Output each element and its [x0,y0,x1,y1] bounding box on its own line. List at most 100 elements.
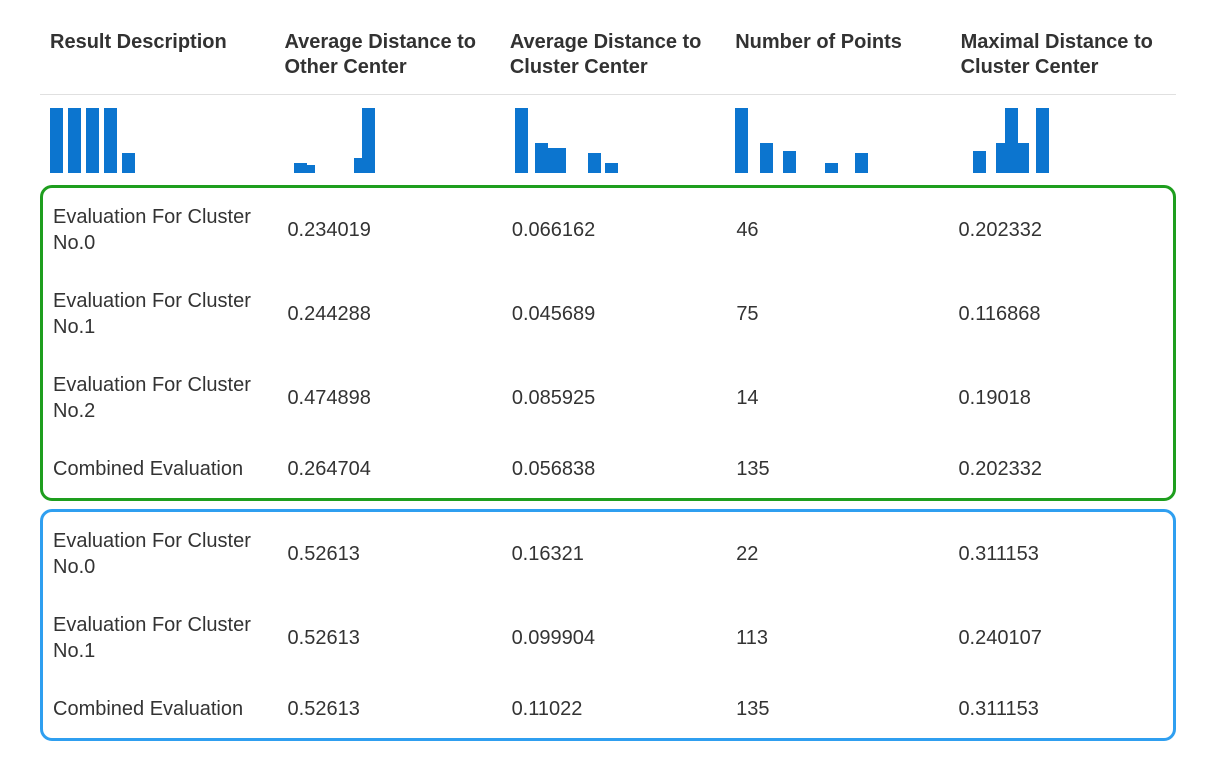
cell-desc: Evaluation For Cluster No.1 [43,596,278,680]
cell-text: Evaluation For Cluster No.0 [53,530,251,578]
cell-avgCluster: 0.16321 [502,512,727,596]
cell-text: 75 [736,303,758,325]
col-header-points[interactable]: Number of Points [725,20,950,95]
cell-text: Evaluation For Cluster No.2 [53,374,251,422]
cell-text: 0.16321 [512,543,584,565]
cell-points: 22 [726,512,948,596]
cell-text: 0.311153 [958,698,1038,720]
cell-text: 0.311153 [958,543,1038,565]
cell-avgOther: 0.474898 [277,356,501,440]
cell-avgCluster: 0.099904 [502,596,727,680]
cell-desc: Evaluation For Cluster No.2 [43,356,277,440]
cell-desc: Evaluation For Cluster No.0 [43,512,278,596]
cell-text: 0.52613 [288,627,360,649]
cell-text: 0.244288 [287,303,370,325]
table-row[interactable]: Evaluation For Cluster No.1 0.244288 0.045… [43,272,1173,356]
cell-text: 135 [736,698,769,720]
sparkline-points [735,103,895,173]
sparkline-bar [760,143,773,173]
group-row: Evaluation For Cluster No.0 0.234019 0.066… [40,177,1176,501]
cell-maxDist: 0.202332 [949,440,1173,498]
cell-maxDist: 0.116868 [949,272,1173,356]
cell-text: 0.52613 [288,543,360,565]
cell-text: Combined Evaluation [53,698,243,720]
cell-text: 0.099904 [512,627,595,649]
cell-points: 46 [726,188,948,272]
table-row[interactable]: Evaluation For Cluster No.0 0.52613 0.1632… [43,512,1173,596]
cell-avgOther: 0.52613 [278,680,502,738]
sparkline-avg-other [284,103,444,173]
cell-avgOther: 0.52613 [278,512,502,596]
sparkline-avg-cluster [510,103,670,173]
col-header-max-dist[interactable]: Maximal Distance to Cluster Center [951,20,1176,95]
cell-text: 0.202332 [959,219,1042,241]
sparkline-bar [825,163,838,173]
sparkline-bar [1016,143,1029,173]
sparkline-bar [855,153,868,173]
sparkline-bar [362,108,375,173]
sparkline-bar [515,108,528,173]
table-row[interactable]: Combined Evaluation 0.52613 0.11022 135 0.31… [43,680,1173,738]
col-header-avg-other[interactable]: Average Distance to Other Center [274,20,499,95]
sparkline-bar [973,151,986,173]
table-row[interactable]: Evaluation For Cluster No.2 0.474898 0.085… [43,356,1173,440]
cell-text: 113 [736,627,768,649]
group-box-blue: Evaluation For Cluster No.0 0.52613 0.1632… [40,509,1176,741]
cell-text: 0.085925 [512,387,595,409]
table-row[interactable]: Evaluation For Cluster No.0 0.234019 0.066… [43,188,1173,272]
sparkline-bar [1036,108,1049,173]
cell-desc: Combined Evaluation [43,440,277,498]
group-box-green: Evaluation For Cluster No.0 0.234019 0.066… [40,185,1176,501]
cell-maxDist: 0.240107 [948,596,1173,680]
cell-text: 0.474898 [287,387,370,409]
sparkline-max-dist [961,103,1121,173]
table-row[interactable]: Combined Evaluation 0.264704 0.056838 135 0.… [43,440,1173,498]
table-row[interactable]: Evaluation For Cluster No.1 0.52613 0.0999… [43,596,1173,680]
cell-text: Evaluation For Cluster No.1 [53,290,251,338]
cell-avgCluster: 0.045689 [502,272,726,356]
cell-text: 0.066162 [512,219,595,241]
cell-text: 0.202332 [959,458,1042,480]
sparkline-desc [50,103,210,173]
cell-text: 0.234019 [287,219,370,241]
cell-text: 0.056838 [512,458,595,480]
cell-maxDist: 0.311153 [948,512,1173,596]
results-table: Result Description Average Distance to O… [40,20,1176,741]
sparkline-bar [50,108,63,173]
cell-maxDist: 0.19018 [949,356,1173,440]
cell-text: 46 [736,219,758,241]
sparkline-bar [302,165,315,173]
cell-maxDist: 0.202332 [949,188,1173,272]
cell-avgCluster: 0.056838 [502,440,726,498]
sparkline-bar [553,148,566,173]
cell-points: 113 [726,596,948,680]
cell-text: 0.240107 [958,627,1041,649]
cell-avgOther: 0.52613 [278,596,502,680]
cell-avgCluster: 0.085925 [502,356,726,440]
cell-text: 0.19018 [959,387,1031,409]
col-header-avg-cluster[interactable]: Average Distance to Cluster Center [500,20,725,95]
cell-points: 135 [726,680,948,738]
cell-text: 0.264704 [287,458,370,480]
sparkline-bar [735,108,748,173]
cell-avgOther: 0.234019 [277,188,501,272]
cell-text: Evaluation For Cluster No.0 [53,206,251,254]
cell-text: 0.52613 [288,698,360,720]
cell-avgOther: 0.244288 [277,272,501,356]
cell-avgCluster: 0.066162 [502,188,726,272]
cell-text: 135 [736,458,769,480]
cell-text: Evaluation For Cluster No.1 [53,614,251,662]
cell-text: 14 [736,387,758,409]
cell-points: 14 [726,356,948,440]
col-header-desc[interactable]: Result Description [40,20,274,95]
sparkline-bar [783,151,796,173]
cell-points: 135 [726,440,948,498]
cell-maxDist: 0.311153 [948,680,1173,738]
cell-desc: Evaluation For Cluster No.0 [43,188,277,272]
sparkline-bar [86,108,99,173]
cell-text: 0.116868 [959,303,1041,325]
sparkline-bar [605,163,618,173]
cell-avgCluster: 0.11022 [502,680,727,738]
cell-points: 75 [726,272,948,356]
cell-text: 0.045689 [512,303,595,325]
